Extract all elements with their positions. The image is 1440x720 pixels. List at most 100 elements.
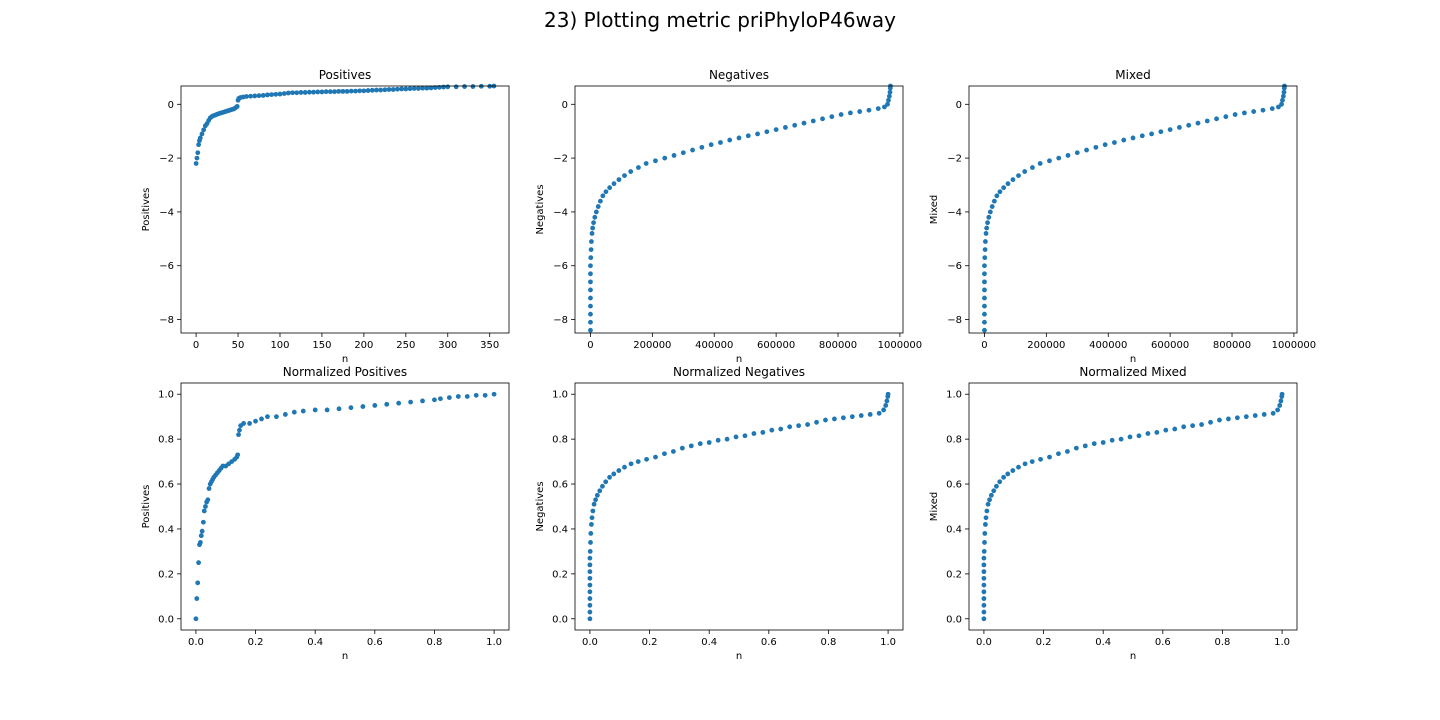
y-tick-label: 1.0 [158,390,174,401]
y-tick-label: −6 [553,261,568,272]
data-point [201,127,207,133]
data-point [591,501,597,507]
data-points [193,83,497,166]
data-point [587,569,593,575]
x-tick-label: 0.8 [427,637,443,648]
data-point [587,549,593,554]
data-point [420,85,425,91]
y-tick-label: −8 [553,315,568,326]
x-axis-label: n [342,651,348,662]
data-point [587,575,593,581]
data-point [981,575,987,581]
data-point [987,497,992,503]
data-point [455,394,461,399]
axes-frame [180,382,510,631]
data-point [1252,413,1258,418]
data-point [290,90,295,96]
data-point [769,427,775,433]
data-point [983,239,988,244]
data-point [408,399,413,405]
data-points [588,83,893,333]
data-point [248,93,254,99]
data-point [820,116,825,122]
data-point [1112,140,1117,145]
data-point [590,225,596,231]
data-point [886,93,892,99]
y-tick-label: 0.0 [946,614,962,625]
data-point [597,488,603,494]
data-point [636,165,641,170]
y-tick-label: 0.6 [552,480,568,491]
data-point [981,582,987,588]
data-point [360,404,366,409]
data-point [628,461,634,467]
data-point [291,409,297,415]
data-point [600,483,605,489]
data-point [644,456,649,462]
x-tick-label: 0.8 [1215,637,1231,648]
y-axis-label: Positives [141,188,152,232]
data-point [1279,391,1285,397]
data-point [1127,434,1133,440]
data-point [324,407,330,413]
data-point [653,454,658,460]
data-point [1037,161,1043,166]
data-point [374,87,379,93]
y-tick-label: 0.4 [946,524,962,535]
y-tick-label: 0 [168,100,174,111]
data-point [1145,431,1151,436]
data-point [662,451,667,457]
y-tick-label: 1.0 [946,390,962,401]
data-point [302,90,308,95]
chart-title: Normalized Positives [283,365,407,379]
data-point [982,287,987,293]
data-point [269,92,274,98]
data-point [1056,451,1061,457]
data-point [848,110,853,116]
data-point [588,531,594,536]
data-point [319,89,325,95]
y-tick-label: 0.8 [158,435,174,446]
x-axis-label: n [1130,354,1136,365]
data-point [727,137,733,143]
data-point [982,540,987,545]
data-point [1121,137,1127,143]
data-point [1139,133,1145,139]
data-point [256,93,262,99]
x-tick-label: 0.0 [188,637,204,648]
data-point [622,464,627,470]
data-point [984,508,990,514]
data-point [300,408,306,414]
y-tick-label: 0.2 [158,569,174,580]
data-point [603,479,609,485]
data-points [982,83,1287,333]
data-point [607,185,613,191]
data-point [1275,407,1281,413]
data-point [829,114,835,120]
data-point [611,181,617,187]
data-point [635,459,641,464]
data-point [336,88,342,94]
x-tick-label: 250 [396,340,415,351]
data-point [390,87,396,92]
data-point [858,413,864,418]
chart-panel-5: Normalized Negatives 0.0 0.2 0.4 0.6 0.8 1.0 0.… [535,365,904,662]
data-point [982,255,988,261]
data-point [885,391,891,397]
data-point [1199,422,1204,427]
y-tick-label: −6 [159,261,174,272]
chart-title: Normalized Negatives [673,365,805,379]
data-point [760,430,766,435]
data-point [277,91,283,97]
data-point [193,616,199,622]
data-point [315,89,321,95]
chart-panel-6: Normalized Mixed 0.0 0.2 0.4 0.6 0.8 1.0 0.0 0.2… [929,365,1298,662]
data-point [588,319,593,325]
data-point [265,414,270,420]
data-point [991,488,997,494]
data-point [981,609,987,615]
x-tick-label: 0.2 [642,637,658,648]
data-point [857,109,863,114]
data-point [1251,109,1257,114]
data-point [671,449,676,454]
